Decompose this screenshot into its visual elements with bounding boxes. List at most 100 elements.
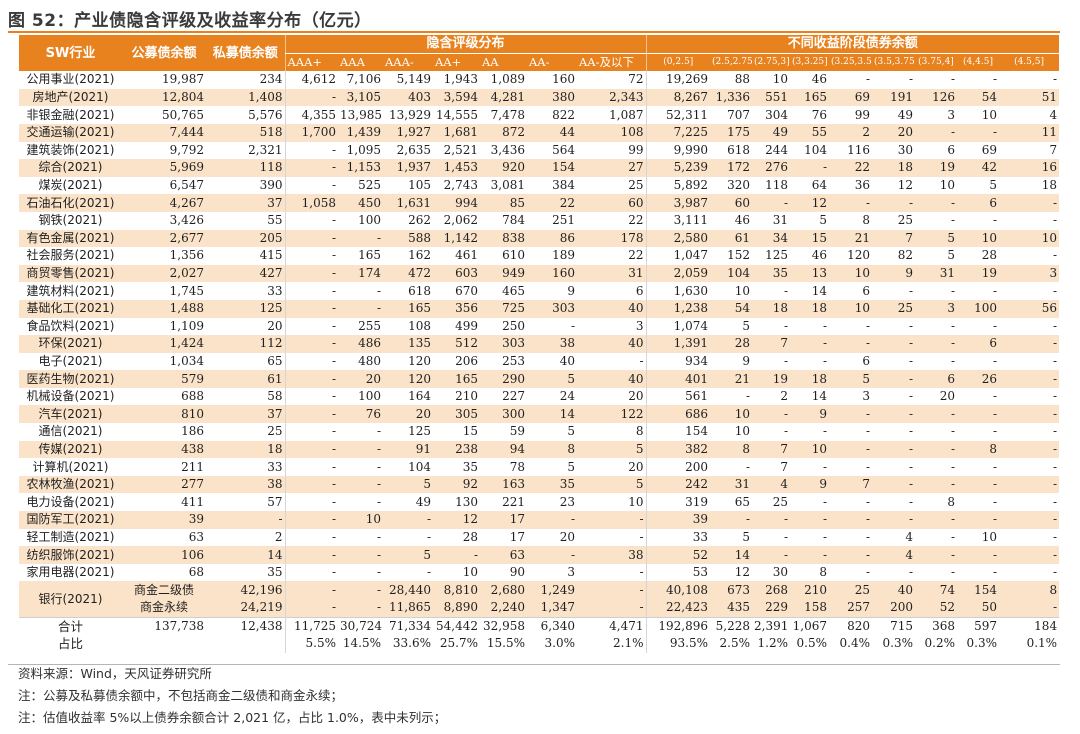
table-cell: 210 [790,581,829,599]
table-cell: 480 [358,353,381,368]
table-cell: 12 [734,565,750,580]
table-cell: 4,355 [284,106,338,124]
table-cell: 40 [577,370,646,388]
table-cell: 12,438 [206,616,285,636]
table-cell: 438 [122,440,206,459]
table-cell: 85 [480,194,527,212]
table-cell: 1,488 [122,299,206,318]
table-cell: 22 [628,248,644,263]
table-cell: 18 [1041,178,1058,193]
table-cell: 5 [577,475,646,494]
table-cell: 68 [188,565,204,580]
yield-col-header: (3.25,3.5] [829,53,872,72]
table-cell: - [865,424,870,439]
table-cell: 3,594 [433,88,480,107]
table-cell: 200 [645,458,710,476]
table-cell: 380 [527,88,577,107]
table-row: 基础化工(2021) 1,488 125- -165 356 725 303 40 1,238 5… [19,299,1060,318]
table-cell: 14 [811,283,827,298]
table-cell: - [908,318,913,333]
industry-name: 综合(2021) [19,159,122,177]
table-cell: 0.2% [924,636,956,651]
table-cell: - [992,318,997,333]
table-cell: 1,067 [790,616,829,636]
table-cell: 8 [635,424,644,439]
table-cell: 5 [915,229,957,248]
table-cell: 25 [628,178,644,193]
table-cell: 8 [999,581,1060,599]
table-cell: 0.3% [882,636,914,651]
table-cell: 1,336 [710,88,752,107]
table-row: 家用电器(2021) 68 35- - -10 90 3-53 12 30 8- - - - - [19,563,1059,582]
yield-col-header: (3.75,4] [915,53,957,72]
table-cell: 1,047 [645,247,710,265]
table-cell: 38 [577,546,646,564]
table-cell: 16 [999,159,1060,177]
table-cell: 112 [206,335,285,353]
table-cell: 5 [989,178,997,193]
table-cell: - [872,440,915,459]
table-cell: - [639,529,644,544]
table-cell: 13,929 [389,107,431,122]
table-cell: - [1053,565,1058,580]
table-cell: 6 [915,370,957,388]
table-cell: 92 [433,475,480,494]
table-cell: - [999,599,1060,618]
table-cell: - [999,546,1060,564]
table-cell: 14,555 [436,107,478,122]
table-cell: - [999,440,1060,459]
table-cell: - [206,511,285,529]
bank-row: 银行(2021) 商金二级债 42,196- -28,440 8,810 2,680 1,2… [19,581,1060,618]
table-cell: - [284,458,338,476]
table-cell: - [872,370,915,388]
table-cell: - [338,581,383,599]
table-row: 石油石化(2021) 4,267 37 1,058 450 1,631 994 85 22 60 3… [19,194,1060,212]
table-row: 通信(2021) 186 25- -125 15 59 5 8 154 10- - - - - - - [19,423,1059,441]
table-cell: 5 [527,370,577,388]
table-cell: 184 [999,616,1060,636]
table-cell: 2,580 [645,229,710,248]
table-cell: 1,347 [527,599,577,618]
table-cell: 46 [734,213,750,228]
table-cell: 1,058 [284,194,338,212]
bank-row: 商金永续 24,219- -11,865 8,890 2,240 1,347-22,423… [19,599,1060,618]
table-row: 建筑装饰(2021) 9,792 2,321-1,095 2,635 2,521 3,43… [19,141,1059,160]
table-cell: 1,681 [433,123,480,142]
table-cell: 0.4% [839,636,871,651]
table-cell: 1,631 [383,194,433,212]
table-cell: 49 [752,123,790,142]
table-cell: - [790,546,829,564]
table-cell: 8 [947,494,955,509]
table-cell: 61 [710,229,752,248]
table-cell: 822 [552,107,575,122]
table-cell: - [433,546,480,564]
table-cell: - [1053,213,1058,228]
table-cell: 37 [206,405,285,424]
table-cell: 300 [480,405,527,424]
table-cell: - [710,511,752,529]
table-cell: - [822,494,827,509]
table-cell: - [822,529,827,544]
table-cell: 2,391 [752,616,790,636]
table-cell: - [284,405,338,424]
table-cell: 189 [552,248,575,263]
table-cell: 42 [957,159,999,177]
table-cell: 7 [752,335,790,353]
table-cell: 10 [829,299,872,318]
table-cell: - [752,511,790,529]
table-cell: 164 [408,389,431,404]
industry-name: 建筑装饰(2021) [26,142,115,157]
table-cell: 38 [527,335,577,353]
table-cell: 152 [727,248,750,263]
table-cell: 60 [710,194,752,212]
table-cell: 154 [645,423,710,441]
industry-name: 煤炭(2021) [38,178,103,193]
table-cell: - [915,511,957,529]
table-cell: 9 [567,283,575,298]
table-cell: 40,108 [645,581,710,599]
table-cell: 10 [999,229,1060,248]
table-cell: 18 [872,159,915,177]
table-cell: 12 [790,194,829,212]
table-cell: 5 [947,248,955,263]
table-cell: 174 [338,264,383,283]
